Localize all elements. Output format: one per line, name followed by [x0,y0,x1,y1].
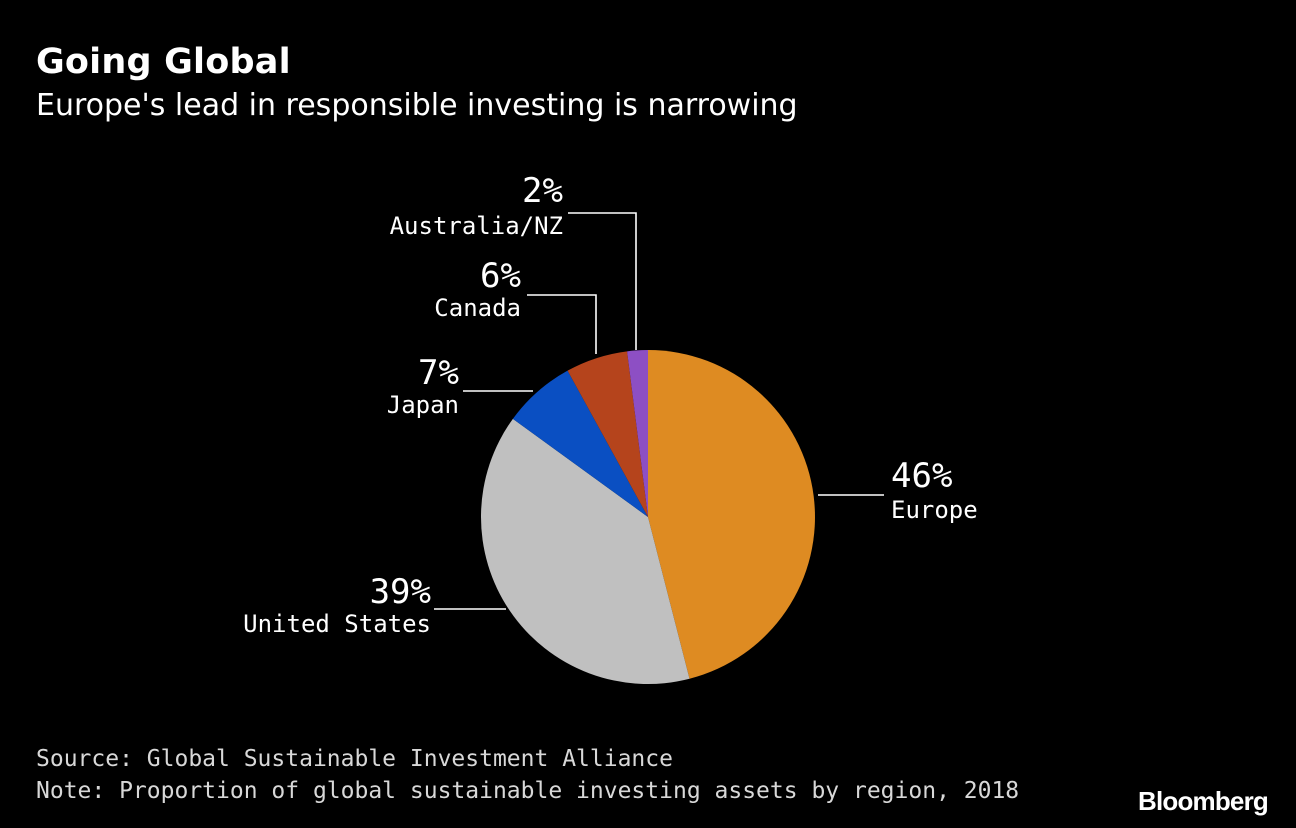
leader-line-canada [527,294,597,354]
pie-slice-united-states [480,418,690,684]
data-label-japan: 7% [418,353,459,393]
chart-title: Going Global [36,42,291,82]
data-label-canada: 6% [480,256,521,296]
category-label-canada: Canada [434,294,521,322]
bloomberg-logo: Bloomberg [1137,786,1269,816]
category-label-united-states: United States [243,610,431,638]
data-label-europe: 46% [891,456,952,496]
note-text: Note: Proportion of global sustainable i… [36,778,1020,804]
category-label-japan: Japan [387,391,459,419]
category-label-australia-nz: Australia/NZ [390,212,563,240]
pie-slice-europe [648,350,815,679]
pie-slice-australia-nz [627,350,648,517]
pie-slice-japan [512,370,648,517]
source-text: Source: Global Sustainable Investment Al… [36,746,673,772]
data-label-united-states: 39% [370,572,431,612]
category-label-europe: Europe [891,496,978,524]
chart-subtitle: Europe's lead in responsible investing i… [36,88,798,123]
leader-line-australia-nz [568,212,637,350]
pie-slice-canada [567,351,648,517]
data-label-australia-nz: 2% [522,171,563,211]
